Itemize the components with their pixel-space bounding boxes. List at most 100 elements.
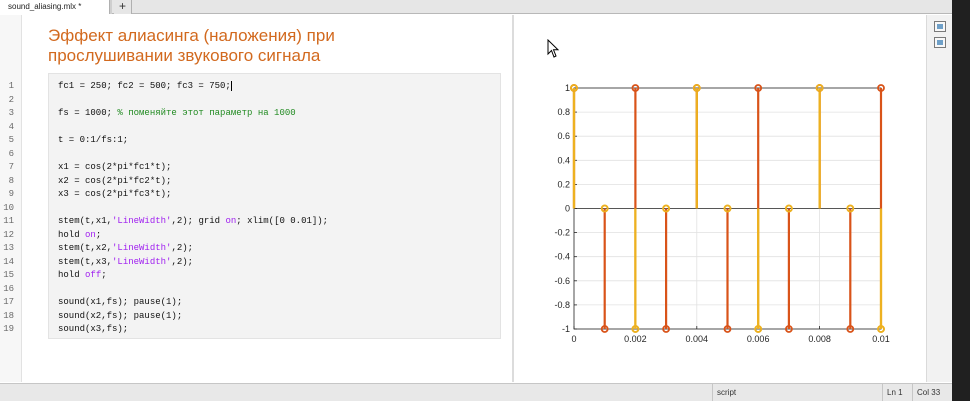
code-token: on bbox=[225, 216, 237, 226]
line-number: 1 bbox=[8, 81, 14, 91]
code-line[interactable]: 2 bbox=[0, 94, 512, 107]
code-line[interactable]: 1 fc1 = 250; fc2 = 500; fc3 = 750; bbox=[0, 80, 512, 93]
line-number: 14 bbox=[3, 256, 14, 267]
code-text: x2 = cos(2*pi*fc2*t); bbox=[58, 175, 171, 188]
code-token: fc1 = 250; fc2 = 500; fc3 = 750; bbox=[58, 81, 231, 91]
x-tick-label: 0 bbox=[571, 334, 576, 344]
stem-marker bbox=[662, 204, 671, 213]
code-line[interactable]: 5 t = 0:1/fs:1; bbox=[0, 134, 512, 147]
stem-marker bbox=[877, 325, 885, 333]
code-text: stem(t,x2,'LineWidth',2); bbox=[58, 242, 193, 255]
code-line[interactable]: 11 stem(t,x1,'LineWidth',2); grid on; xli… bbox=[0, 215, 512, 228]
add-tab-button[interactable]: + bbox=[114, 0, 132, 14]
code-token: x1 = cos(2*pi*fc1*t); bbox=[58, 162, 172, 172]
line-number: 16 bbox=[3, 283, 14, 294]
stem-marker bbox=[692, 84, 701, 92]
stem-plot: 0 0.002 0.004 0.006 0.008 0.0110.80.60.40.20-… bbox=[554, 83, 889, 344]
code-token: sound(x3,fs); bbox=[58, 324, 129, 334]
code-token: fs = 1000; bbox=[58, 108, 118, 118]
code-line[interactable]: 12 hold on; bbox=[0, 229, 512, 242]
line-number: 18 bbox=[3, 310, 14, 321]
stem-marker bbox=[723, 325, 732, 333]
code-line[interactable]: 18 sound(x2,fs); pause(1); bbox=[0, 310, 512, 323]
status-line-value: 1 bbox=[898, 388, 903, 397]
line-number: 8 bbox=[8, 175, 14, 186]
stem-marker bbox=[631, 84, 640, 92]
code-line[interactable]: 4 bbox=[0, 121, 512, 134]
stem-marker bbox=[600, 204, 609, 213]
code-text: sound(x2,fs); pause(1); bbox=[58, 310, 182, 323]
y-tick-label: -0.2 bbox=[554, 228, 570, 238]
code-token: stem(t,x2, bbox=[58, 243, 113, 253]
line-number: 6 bbox=[8, 148, 14, 159]
code-line[interactable]: 10 bbox=[0, 202, 512, 215]
stem-marker bbox=[631, 325, 640, 333]
code-token: ,2); bbox=[171, 243, 194, 253]
code-token: ,2); grid bbox=[171, 216, 226, 226]
text-cursor bbox=[230, 80, 232, 91]
stem-marker bbox=[570, 84, 578, 92]
mouse-pointer-icon bbox=[547, 39, 560, 58]
tab-sound-aliasing[interactable]: sound_aliasing.mlx * bbox=[0, 0, 110, 14]
code-line[interactable]: 8 x2 = cos(2*pi*fc2*t); bbox=[0, 175, 512, 188]
code-text: stem(t,x1,'LineWidth',2); grid on; xlim(… bbox=[58, 215, 328, 228]
y-tick-label: -1 bbox=[562, 324, 570, 334]
y-tick-label: 0.8 bbox=[557, 107, 570, 117]
code-token: off bbox=[85, 270, 102, 280]
x-tick-label: 0.006 bbox=[747, 334, 770, 344]
tab-separator bbox=[110, 0, 112, 14]
code-block[interactable] bbox=[48, 73, 501, 339]
code-token: sound(x2,fs); pause(1); bbox=[58, 310, 183, 321]
output-toggle-rail bbox=[926, 15, 952, 382]
code-token: 'LineWidth' bbox=[112, 256, 172, 267]
code-token: hold bbox=[58, 270, 86, 280]
code-text: x1 = cos(2*pi*fc1*t); bbox=[58, 161, 171, 174]
line-number: 12 bbox=[3, 229, 14, 240]
code-token: % поменяйте этот параметр на 1000 bbox=[117, 108, 296, 118]
code-text: sound(x1,fs); pause(1); bbox=[58, 296, 182, 309]
output-inline-icon[interactable] bbox=[934, 37, 946, 48]
y-tick-label: 0.2 bbox=[557, 179, 570, 189]
window-edge bbox=[952, 0, 970, 401]
code-token: 'LineWidth' bbox=[112, 243, 172, 253]
code-line[interactable]: 13 stem(t,x2,'LineWidth',2); bbox=[0, 242, 512, 255]
title-line-1: Эффект алиасинга (наложения) при bbox=[48, 26, 335, 45]
code-token: on bbox=[85, 229, 96, 240]
code-token: ; bbox=[101, 270, 107, 280]
code-token: stem(t,x1, bbox=[58, 216, 113, 226]
code-text: x3 = cos(2*pi*fc3*t); bbox=[58, 188, 171, 201]
code-line[interactable]: 16 bbox=[0, 283, 512, 296]
code-token: ; bbox=[95, 229, 102, 240]
code-token: ; xlim([0 0.01]); bbox=[236, 216, 329, 226]
stem-marker bbox=[662, 325, 671, 333]
line-number: 11 bbox=[3, 216, 14, 226]
code-line[interactable]: 7 x1 = cos(2*pi*fc1*t); bbox=[0, 161, 512, 174]
code-line[interactable]: 3 fs = 1000; % поменяйте этот параметр на… bbox=[0, 107, 512, 120]
code-line[interactable]: 19 sound(x3,fs); bbox=[0, 323, 512, 336]
line-number: 13 bbox=[3, 243, 14, 253]
y-tick-label: 0.6 bbox=[557, 131, 570, 141]
status-line-label: Ln bbox=[887, 388, 896, 397]
line-number: 5 bbox=[8, 135, 14, 145]
stem-marker bbox=[723, 204, 732, 213]
y-tick-label: -0.8 bbox=[554, 300, 570, 310]
code-line[interactable]: 9 x3 = cos(2*pi*fc3*t); bbox=[0, 188, 512, 201]
y-tick-label: 0.4 bbox=[557, 155, 570, 165]
stem-marker bbox=[815, 84, 824, 92]
line-number: 15 bbox=[3, 270, 14, 280]
y-tick-label: 0 bbox=[565, 204, 570, 214]
line-number: 4 bbox=[8, 121, 14, 132]
code-line[interactable]: 15 hold off; bbox=[0, 269, 512, 282]
pane-divider[interactable] bbox=[512, 15, 514, 382]
code-line[interactable]: 14 stem(t,x3,'LineWidth',2); bbox=[0, 256, 512, 269]
code-line[interactable]: 6 bbox=[0, 148, 512, 161]
stem-marker bbox=[784, 204, 793, 213]
y-tick-label: -0.6 bbox=[554, 276, 570, 286]
stem-marker bbox=[846, 204, 855, 213]
section-title[interactable]: Эффект алиасинга (наложения) при прослуш… bbox=[48, 26, 428, 66]
code-line[interactable]: 17 sound(x1,fs); pause(1); bbox=[0, 296, 512, 309]
status-bar: script Ln 1 Col 33 bbox=[0, 383, 952, 401]
code-token: hold bbox=[58, 229, 86, 240]
output-right-icon[interactable] bbox=[934, 21, 946, 32]
